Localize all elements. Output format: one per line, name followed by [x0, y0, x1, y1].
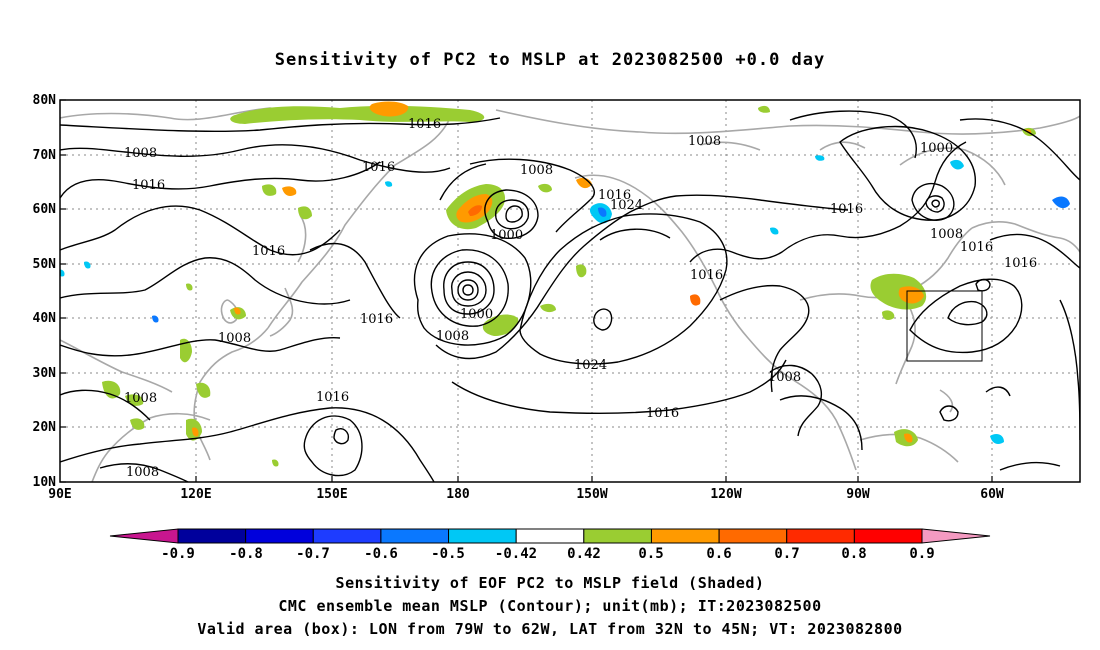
colorbar-label: -0.5: [431, 546, 465, 562]
contour-label: 1008: [436, 329, 469, 344]
valid-area-box: [906, 290, 983, 362]
colorbar-label: -0.7: [296, 546, 330, 562]
caption-contour: CMC ensemble mean MSLP (Contour); unit(m…: [278, 597, 822, 615]
lon-label: 180: [446, 487, 470, 502]
contour-label: 1008: [688, 134, 721, 149]
lon-label: 90E: [48, 487, 71, 502]
contour-label: 1000: [490, 228, 523, 243]
colorbar-bin: [583, 528, 652, 544]
colorbar-label: -0.8: [229, 546, 263, 562]
colorbar-label: 0.42: [567, 546, 601, 562]
contour-label: 1016: [252, 244, 285, 259]
lat-label: 10N: [33, 475, 57, 490]
colorbar-bin: [650, 528, 720, 544]
contour-label: 1016: [316, 390, 349, 405]
contour-label: 1000: [460, 307, 493, 322]
lat-label: 40N: [33, 311, 57, 326]
colorbar-labels: -0.9 -0.8 -0.7 -0.6 -0.5 -0.42 0.42 0.5 …: [161, 546, 935, 562]
colorbar-label: -0.9: [161, 546, 195, 562]
contour-label: 1024: [574, 358, 607, 373]
contour-label: 1016: [360, 312, 393, 327]
colorbar-bins: [177, 528, 923, 544]
map-title: Sensitivity of PC2 to MSLP at 2023082500…: [274, 50, 826, 70]
latitude-labels: 80N 70N 60N 50N 40N 30N 20N 10N: [33, 93, 57, 490]
contour-label: 1016: [646, 406, 679, 421]
contour-label: 1016: [690, 268, 723, 283]
contour-label: 1008: [768, 370, 801, 385]
contour-label: 1024: [610, 198, 643, 213]
colorbar-bin: [786, 528, 855, 544]
colorbar-label: -0.6: [364, 546, 398, 562]
colorbar-bin: [245, 528, 314, 544]
lat-label: 60N: [33, 202, 57, 217]
lat-label: 20N: [33, 420, 57, 435]
colorbar-bin: [718, 528, 788, 544]
gridlines: [60, 100, 1080, 482]
caption-shading: Sensitivity of EOF PC2 to MSLP field (Sh…: [335, 574, 765, 592]
colorbar-label: 0.9: [909, 546, 934, 562]
colorbar-above-arrow: [921, 528, 991, 544]
colorbar-label: 0.7: [774, 546, 799, 562]
colorbar-below-arrow: [109, 528, 179, 544]
lon-label: 150E: [316, 487, 347, 502]
contour-label: 1016: [132, 178, 165, 193]
lon-label: 120W: [710, 487, 741, 502]
contour-label: 1008: [218, 331, 251, 346]
longitude-labels: 90E 120E 150E 180 150W 120W 90W 60W: [48, 487, 1004, 502]
colorbar-label: -0.42: [495, 546, 537, 562]
caption-valid-area: Valid area (box): LON from 79W to 62W, L…: [197, 620, 903, 638]
contour-label: 1016: [1004, 256, 1037, 271]
lat-label: 50N: [33, 257, 57, 272]
colorbar-bin: [177, 528, 247, 544]
contour-label: 1016: [960, 240, 993, 255]
contour-label: 1016: [598, 188, 631, 203]
colorbar-label: 0.8: [841, 546, 866, 562]
lon-label: 60W: [980, 487, 1004, 502]
lon-label: 90W: [846, 487, 870, 502]
contour-label: 1016: [830, 202, 863, 217]
contour-label: 1008: [930, 227, 963, 242]
contour-label-group: 1016 1008 1016 1016 1008 1016 1024 1000 …: [124, 117, 1037, 480]
lat-label: 70N: [33, 148, 57, 163]
contour-label: 1016: [408, 117, 441, 132]
plot-frame: [59, 99, 1081, 483]
contour-label: 1008: [124, 391, 157, 406]
contour-label: 1000: [920, 141, 953, 156]
lon-label: 150W: [576, 487, 607, 502]
contour-label: 1008: [520, 163, 553, 178]
colorbar-bin: [515, 528, 585, 544]
contour-label: 1008: [124, 146, 157, 161]
contour-label: 1016: [362, 160, 395, 175]
lat-label: 30N: [33, 366, 57, 381]
colorbar-bin: [448, 528, 517, 544]
colorbar-bin: [380, 528, 450, 544]
tick-marks: [60, 99, 993, 483]
lon-label: 120E: [180, 487, 211, 502]
colorbar-bin: [312, 528, 382, 544]
colorbar: [109, 528, 991, 544]
colorbar-label: 0.5: [638, 546, 663, 562]
colorbar-label: 0.6: [706, 546, 731, 562]
contour-label: 1008: [126, 465, 159, 480]
lat-label: 80N: [33, 93, 57, 108]
colorbar-bin: [853, 528, 923, 544]
